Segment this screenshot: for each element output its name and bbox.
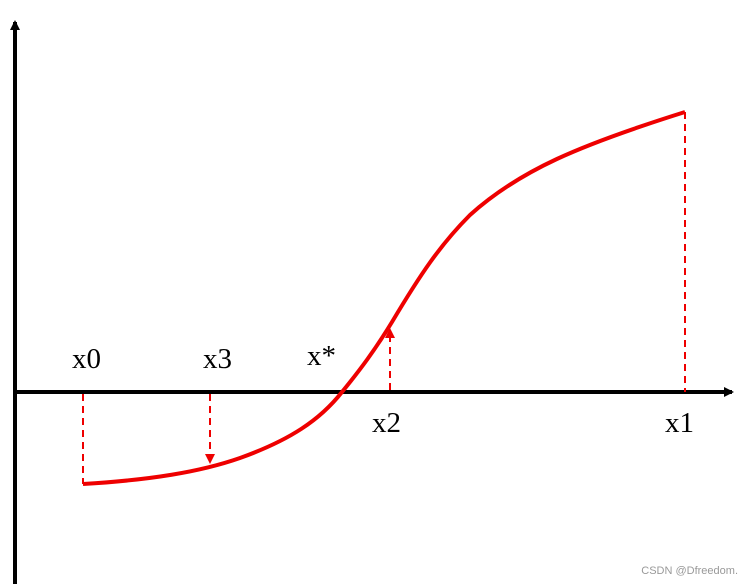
label-x2: x2 <box>372 407 401 439</box>
label-x3: x3 <box>203 343 232 375</box>
curve <box>82 110 686 486</box>
label-x0: x0 <box>72 343 101 375</box>
label-xstar: x* <box>307 340 336 372</box>
label-x1: x1 <box>665 407 694 439</box>
watermark: CSDN @Dfreedom. <box>641 565 738 577</box>
